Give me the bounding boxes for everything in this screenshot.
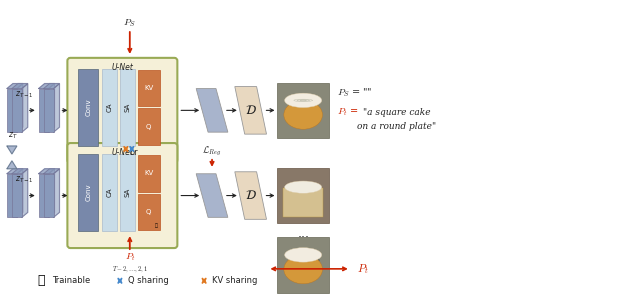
Text: KV: KV bbox=[144, 170, 153, 176]
Ellipse shape bbox=[284, 100, 323, 129]
Text: $T-2,\ldots,2,1$: $T-2,\ldots,2,1$ bbox=[111, 264, 148, 274]
FancyBboxPatch shape bbox=[44, 89, 54, 132]
Ellipse shape bbox=[284, 255, 323, 284]
Text: or: or bbox=[129, 149, 138, 157]
Polygon shape bbox=[12, 83, 28, 89]
Text: $z_0$: $z_0$ bbox=[207, 91, 216, 102]
Text: $P_t$: $P_t$ bbox=[356, 262, 369, 276]
Polygon shape bbox=[235, 172, 266, 219]
Text: $z_{T-1}$: $z_{T-1}$ bbox=[15, 174, 34, 185]
Text: 🔥: 🔥 bbox=[37, 274, 44, 287]
FancyBboxPatch shape bbox=[7, 174, 17, 217]
Polygon shape bbox=[17, 169, 23, 217]
Text: Q sharing: Q sharing bbox=[128, 276, 168, 285]
Text: 🔥: 🔥 bbox=[155, 223, 157, 228]
Text: "a square cake: "a square cake bbox=[363, 108, 430, 117]
Text: $\mathcal{D}$: $\mathcal{D}$ bbox=[244, 189, 257, 202]
Bar bbox=[277, 237, 329, 293]
FancyBboxPatch shape bbox=[67, 58, 177, 163]
Text: SA: SA bbox=[124, 103, 131, 112]
FancyBboxPatch shape bbox=[120, 154, 135, 231]
Ellipse shape bbox=[285, 181, 322, 193]
Text: Trainable: Trainable bbox=[52, 276, 91, 285]
Text: $P_S$ = "": $P_S$ = "" bbox=[337, 86, 372, 99]
FancyBboxPatch shape bbox=[138, 108, 159, 145]
Text: $P_t$ =: $P_t$ = bbox=[337, 107, 360, 118]
Polygon shape bbox=[38, 83, 54, 89]
Ellipse shape bbox=[285, 93, 322, 107]
Polygon shape bbox=[7, 169, 23, 174]
Ellipse shape bbox=[285, 248, 322, 262]
Text: ...: ... bbox=[297, 227, 309, 240]
Text: KV: KV bbox=[144, 85, 153, 91]
Text: Q: Q bbox=[146, 209, 151, 215]
Text: Q: Q bbox=[146, 124, 151, 130]
Polygon shape bbox=[22, 83, 28, 132]
Text: Conv: Conv bbox=[85, 184, 91, 201]
FancyBboxPatch shape bbox=[102, 154, 117, 231]
Polygon shape bbox=[12, 169, 28, 174]
FancyBboxPatch shape bbox=[38, 174, 49, 217]
FancyBboxPatch shape bbox=[138, 155, 159, 192]
Polygon shape bbox=[49, 169, 54, 217]
FancyBboxPatch shape bbox=[67, 143, 177, 248]
Text: SA: SA bbox=[124, 188, 131, 197]
FancyBboxPatch shape bbox=[44, 174, 54, 217]
FancyBboxPatch shape bbox=[138, 70, 159, 106]
Text: U-Net: U-Net bbox=[111, 149, 133, 157]
FancyBboxPatch shape bbox=[38, 89, 49, 132]
Polygon shape bbox=[7, 146, 17, 154]
Polygon shape bbox=[44, 83, 60, 89]
Text: CA: CA bbox=[106, 103, 113, 112]
Text: $\mathcal{L}_{Reg}$: $\mathcal{L}_{Reg}$ bbox=[202, 144, 221, 157]
Bar bbox=[277, 168, 329, 223]
Polygon shape bbox=[22, 169, 28, 217]
Bar bbox=[284, 189, 323, 217]
Text: Conv: Conv bbox=[85, 99, 91, 116]
Polygon shape bbox=[49, 83, 54, 132]
Polygon shape bbox=[54, 169, 60, 217]
FancyBboxPatch shape bbox=[78, 69, 98, 146]
Polygon shape bbox=[235, 87, 266, 134]
Text: KV sharing: KV sharing bbox=[212, 276, 257, 285]
FancyBboxPatch shape bbox=[12, 174, 22, 217]
Polygon shape bbox=[44, 169, 60, 174]
Polygon shape bbox=[38, 169, 54, 174]
FancyBboxPatch shape bbox=[12, 89, 22, 132]
Polygon shape bbox=[196, 174, 228, 217]
Text: U-Net: U-Net bbox=[111, 63, 133, 72]
Text: $z_{T-1}$: $z_{T-1}$ bbox=[15, 89, 34, 100]
Text: on a round plate": on a round plate" bbox=[356, 122, 436, 131]
FancyBboxPatch shape bbox=[102, 69, 117, 146]
Polygon shape bbox=[196, 89, 228, 132]
FancyBboxPatch shape bbox=[120, 69, 135, 146]
Text: $\mathcal{L}_{CLIP}$: $\mathcal{L}_{CLIP}$ bbox=[298, 255, 321, 267]
Polygon shape bbox=[54, 83, 60, 132]
Bar bbox=[277, 83, 329, 138]
FancyBboxPatch shape bbox=[7, 89, 17, 132]
Polygon shape bbox=[7, 161, 17, 169]
Text: $z_T$: $z_T$ bbox=[8, 131, 18, 141]
Polygon shape bbox=[7, 83, 23, 89]
Text: $P_t$: $P_t$ bbox=[125, 251, 135, 263]
Text: CA: CA bbox=[106, 188, 113, 197]
Text: $z_0$: $z_0$ bbox=[207, 176, 216, 187]
FancyBboxPatch shape bbox=[138, 194, 159, 230]
Polygon shape bbox=[17, 83, 23, 132]
Text: $P_S$: $P_S$ bbox=[124, 17, 136, 29]
Text: $\mathcal{D}$: $\mathcal{D}$ bbox=[244, 104, 257, 117]
FancyBboxPatch shape bbox=[78, 154, 98, 231]
